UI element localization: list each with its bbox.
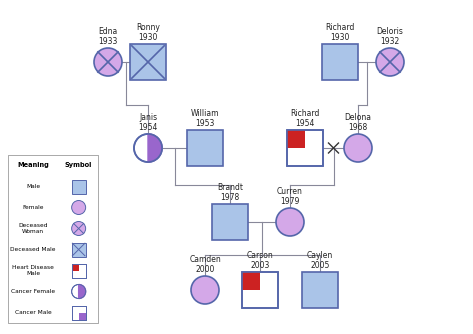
Circle shape xyxy=(134,134,162,162)
Bar xyxy=(71,242,86,257)
Text: Deceased
Woman: Deceased Woman xyxy=(18,223,48,234)
Bar xyxy=(287,130,323,166)
Circle shape xyxy=(71,285,86,299)
Polygon shape xyxy=(79,285,86,299)
Text: Brandt
1978: Brandt 1978 xyxy=(217,183,243,202)
Bar xyxy=(242,272,260,290)
Text: Deceased Male: Deceased Male xyxy=(10,247,56,252)
Bar xyxy=(71,264,86,278)
Text: Richard
1930: Richard 1930 xyxy=(325,23,355,42)
Text: Delona
1968: Delona 1968 xyxy=(344,113,371,132)
Circle shape xyxy=(376,48,404,76)
Text: Carson
2003: Carson 2003 xyxy=(246,250,273,270)
Text: Caylen
2005: Caylen 2005 xyxy=(307,250,333,270)
Text: Symbol: Symbol xyxy=(65,163,92,168)
Circle shape xyxy=(71,200,86,214)
Bar xyxy=(79,313,86,320)
Bar xyxy=(242,272,278,308)
Text: Janis
1954: Janis 1954 xyxy=(138,113,158,132)
Bar xyxy=(242,272,278,308)
Bar xyxy=(71,306,86,320)
Circle shape xyxy=(276,208,304,236)
Bar xyxy=(187,130,223,166)
Text: Camden
2000: Camden 2000 xyxy=(189,255,221,274)
Bar xyxy=(71,264,79,271)
Text: Deloris
1932: Deloris 1932 xyxy=(377,27,403,46)
Text: Meaning: Meaning xyxy=(18,163,49,168)
Bar xyxy=(302,272,338,308)
Text: William
1953: William 1953 xyxy=(191,109,219,128)
Text: Cancer Male: Cancer Male xyxy=(15,310,52,315)
Bar xyxy=(8,155,98,323)
Bar xyxy=(287,130,305,148)
Text: Male: Male xyxy=(26,184,40,189)
Text: Richard
1954: Richard 1954 xyxy=(290,109,320,128)
Bar xyxy=(71,179,86,193)
Bar xyxy=(322,44,358,80)
Text: Curren
1979: Curren 1979 xyxy=(277,187,303,206)
Circle shape xyxy=(191,276,219,304)
Circle shape xyxy=(71,221,86,235)
Text: Female: Female xyxy=(22,205,44,210)
Polygon shape xyxy=(148,134,162,162)
Bar xyxy=(212,204,248,240)
Bar xyxy=(287,130,323,166)
Text: Heart Disease
Male: Heart Disease Male xyxy=(12,265,54,276)
Bar xyxy=(71,264,86,278)
Circle shape xyxy=(344,134,372,162)
Text: Edna
1933: Edna 1933 xyxy=(98,27,118,46)
Bar xyxy=(71,306,86,320)
Text: Cancer Female: Cancer Female xyxy=(11,289,55,294)
Bar xyxy=(130,44,166,80)
Text: Ronny
1930: Ronny 1930 xyxy=(136,23,160,42)
Circle shape xyxy=(94,48,122,76)
